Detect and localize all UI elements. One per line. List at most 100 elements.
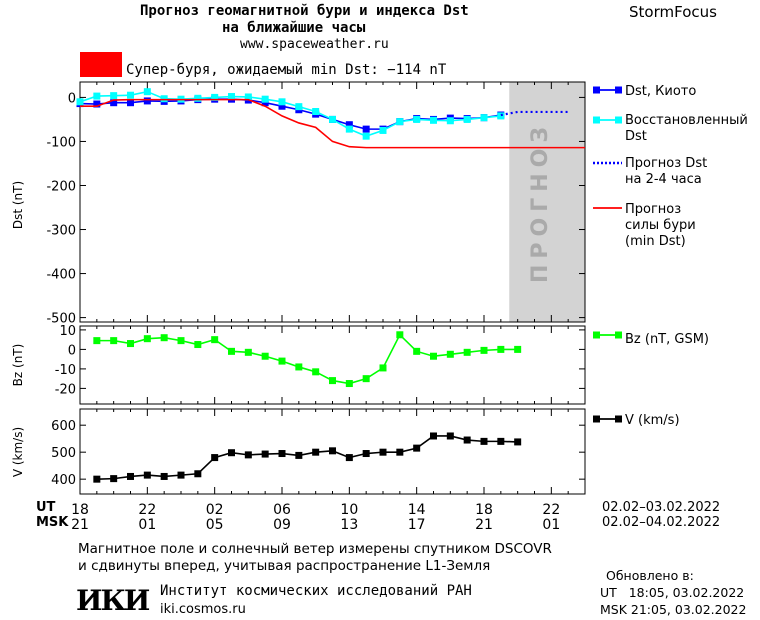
dst-data-point: [93, 92, 101, 100]
dst-data-point: [362, 132, 370, 140]
iki-logo: ИКИ: [76, 584, 150, 617]
bz-data-point: [295, 363, 303, 371]
x-axis-msk-range: 02.02–04.02.2022: [602, 515, 721, 530]
bz-data-point: [345, 380, 353, 388]
legend-marker: [593, 415, 600, 423]
dst-data-point: [261, 95, 269, 103]
updated-ut: UT 18:05, 03.02.2022: [600, 585, 745, 600]
legend-marker: [615, 86, 622, 94]
v-data-point: [329, 447, 336, 455]
bz-data-point: [244, 348, 252, 356]
bz-data-point: [278, 357, 286, 365]
dst-data-point: [127, 99, 134, 107]
dst-data-point: [110, 92, 118, 100]
x-tick-msk: 21: [71, 517, 89, 533]
v-data-point: [345, 454, 353, 462]
dst-data-point: [312, 108, 320, 116]
dst-data-point: [228, 93, 235, 101]
v-data-point: [463, 436, 471, 444]
bz-data-point: [93, 337, 101, 345]
dst-data-point: [244, 93, 252, 101]
dst-data-point: [261, 99, 269, 107]
bz-y-ticks: 10 0 -10 -20: [55, 324, 586, 404]
v-data-point: [362, 450, 370, 458]
bz-data-point: [497, 345, 505, 353]
bz-data-point: [110, 337, 118, 345]
v-series-line-0: [96, 435, 518, 480]
bz-data-point: [228, 347, 235, 355]
dst-data-point: [76, 98, 84, 106]
bz-data-point: [127, 340, 134, 348]
x-tick-msk: 05: [206, 517, 224, 533]
v-data-point: [514, 438, 522, 446]
bz-ytick-label: -20: [55, 382, 76, 397]
v-data-point: [396, 448, 404, 456]
v-ytick-label: 400: [51, 473, 76, 488]
legend-label: Dst: [625, 129, 647, 144]
bz-data-point: [480, 346, 488, 354]
bz-data-point: [329, 377, 336, 385]
bz-data-point: [143, 335, 151, 343]
v-data-point: [278, 450, 286, 458]
dst-data-point: [194, 94, 202, 102]
v-data-point: [446, 432, 454, 440]
v-data-point: [379, 448, 387, 456]
x-tick-ut: 14: [408, 502, 426, 518]
legend-label: Bz (nT, GSM): [625, 332, 709, 347]
dst-data-point: [143, 88, 151, 96]
bz-data-point: [514, 345, 522, 353]
storm-alert-text: Супер-буря, ожидаемый min Dst: −114 nT: [126, 62, 447, 78]
dst-data-point: [379, 126, 387, 134]
institute-site: iki.cosmos.ru: [160, 602, 246, 617]
dst-data-point: [463, 115, 471, 123]
dst-series-line-3: [80, 98, 585, 149]
bz-data-point: [413, 347, 421, 355]
page-title-line1: Прогноз геомагнитной бури и индекса Dst: [140, 3, 469, 19]
legend-marker: [593, 116, 600, 124]
dst-data-point: [480, 114, 488, 122]
v-data-point: [244, 451, 252, 459]
dst-data-point: [413, 115, 421, 123]
v-data-point: [228, 449, 235, 457]
forecast-band: [509, 82, 585, 322]
legend-label: Восстановленный: [625, 113, 748, 128]
bz-panel: 10 0 -10 -20 Bz (nT): [11, 324, 586, 405]
dst-data-point: [211, 93, 219, 101]
dst-data-point: [362, 125, 370, 133]
x-tick-msk: 09: [273, 517, 291, 533]
dst-data-point: [110, 99, 118, 107]
dst-data-point: [345, 121, 353, 129]
bz-data-point: [177, 337, 185, 345]
bz-ytick-label: 0: [68, 343, 76, 358]
x-axis-ut-range: 02.02–03.02.2022: [602, 500, 721, 515]
legend-marker: [593, 331, 600, 339]
dst-data-point: [497, 112, 505, 120]
bz-data-point: [194, 341, 202, 349]
v-ytick-label: 500: [51, 446, 76, 461]
v-data-point: [127, 472, 134, 480]
x-tick-ut: 02: [206, 502, 224, 518]
legend-label: Прогноз: [625, 202, 681, 217]
dst-data-point: [345, 125, 353, 133]
x-tick-ut: 06: [273, 502, 291, 518]
dst-ytick-label: -400: [46, 268, 76, 283]
x-axis-ut-label: UT: [36, 500, 56, 515]
v-data-point: [295, 451, 303, 459]
v-data-point: [312, 448, 320, 456]
legend-label: силы бури: [625, 218, 696, 233]
v-panel: 600 500 400 V (km/s): [11, 408, 586, 495]
x-tick-ut: 18: [475, 502, 493, 518]
dst-data-point: [295, 103, 303, 111]
storm-level-swatch: [80, 52, 122, 77]
x-tick-ut: 18: [71, 502, 89, 518]
dst-data-point: [329, 115, 336, 123]
bz-ylabel: Bz (nT): [11, 344, 25, 387]
dst-ytick-label: -100: [46, 135, 76, 150]
x-tick-msk: 13: [340, 517, 358, 533]
dst-data-point: [143, 97, 151, 105]
dst-series-group: [76, 88, 585, 149]
updated-label: Обновлено в:: [606, 568, 694, 583]
